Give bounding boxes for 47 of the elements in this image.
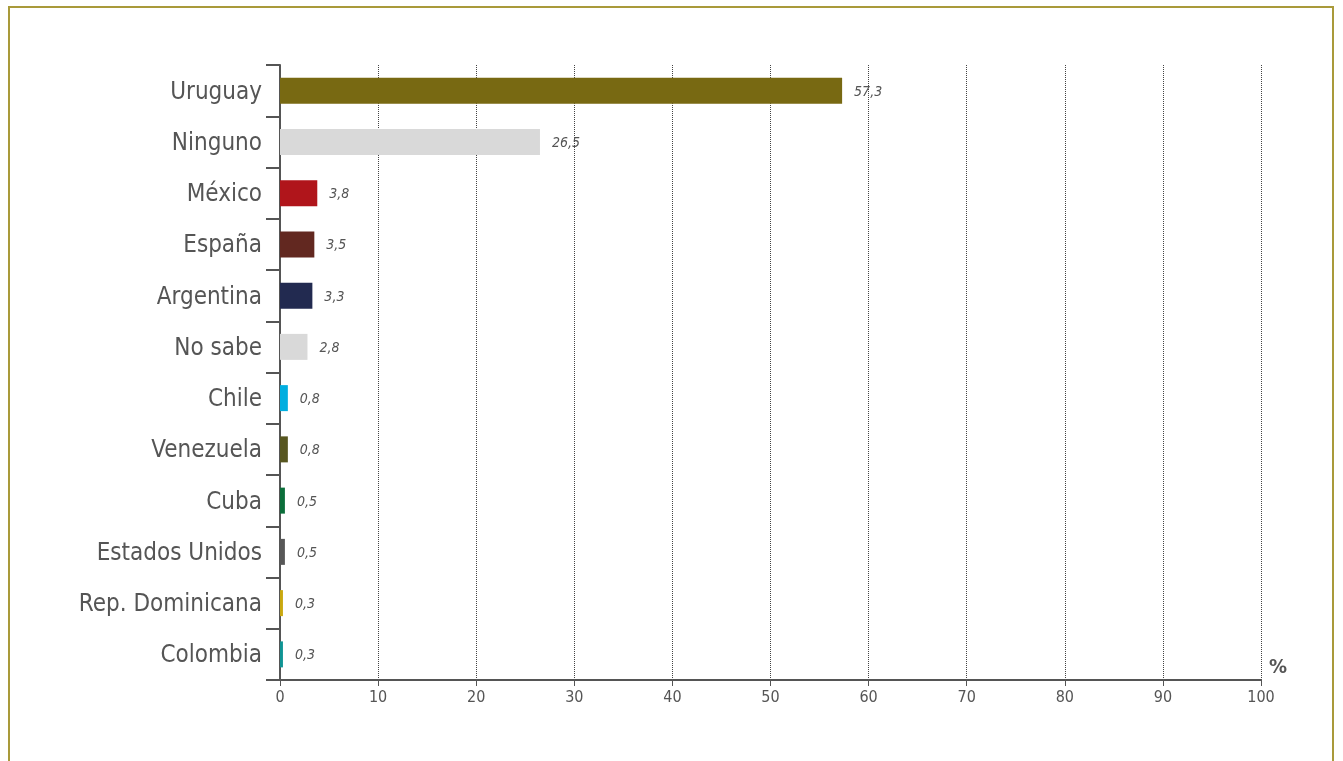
x-tick-label: 60 bbox=[859, 686, 878, 706]
data-label: 0,3 bbox=[294, 595, 315, 612]
bar bbox=[280, 128, 540, 155]
x-tick-label: 10 bbox=[368, 686, 388, 706]
x-tick-label: 40 bbox=[663, 686, 682, 706]
x-tick-label: 80 bbox=[1055, 686, 1074, 706]
bar bbox=[280, 180, 318, 207]
bar bbox=[280, 487, 285, 514]
x-tick-label: 0 bbox=[275, 686, 285, 706]
data-label: 0,5 bbox=[296, 492, 317, 509]
y-tick-label: Rep. Dominicana bbox=[78, 589, 262, 618]
bar bbox=[280, 436, 288, 463]
data-label: 3,5 bbox=[326, 236, 347, 253]
y-tick-label: Estados Unidos bbox=[96, 537, 262, 566]
data-label: 0,5 bbox=[296, 543, 317, 560]
y-tick-label: Colombia bbox=[160, 640, 262, 669]
x-tick-label: 30 bbox=[565, 686, 584, 706]
y-tick-label: Chile bbox=[207, 384, 262, 413]
data-label: 3,8 bbox=[329, 185, 350, 202]
y-tick-label: Venezuela bbox=[151, 435, 262, 464]
data-label: 0,8 bbox=[299, 441, 320, 458]
bar bbox=[280, 282, 313, 309]
y-tick-label: Argentina bbox=[156, 281, 262, 310]
y-tick-label: México bbox=[186, 179, 262, 208]
y-tick-label: No sabe bbox=[174, 332, 262, 361]
data-label: 57,3 bbox=[854, 82, 883, 99]
x-tick-label: 90 bbox=[1153, 686, 1173, 706]
data-label: 0,8 bbox=[299, 390, 320, 407]
x-tick-label: 70 bbox=[957, 686, 976, 706]
bar bbox=[280, 385, 288, 412]
bar bbox=[280, 641, 283, 668]
data-label: 3,3 bbox=[324, 287, 345, 304]
bar bbox=[280, 333, 308, 360]
x-axis-title: % bbox=[1269, 654, 1288, 678]
bar bbox=[280, 590, 283, 617]
bar bbox=[280, 77, 843, 104]
data-label: 2,8 bbox=[319, 338, 340, 355]
y-tick-label: Ninguno bbox=[171, 127, 262, 156]
y-tick-label: Uruguay bbox=[170, 76, 263, 105]
bar bbox=[280, 231, 315, 258]
y-tick-label: Cuba bbox=[206, 486, 262, 515]
data-label: 26,5 bbox=[551, 133, 581, 150]
x-tick-label: 20 bbox=[467, 686, 486, 706]
y-tick-label: España bbox=[183, 230, 262, 259]
data-label: 0,3 bbox=[294, 646, 315, 663]
x-tick-label: 50 bbox=[761, 686, 780, 706]
x-tick-label: 100 bbox=[1247, 686, 1275, 706]
